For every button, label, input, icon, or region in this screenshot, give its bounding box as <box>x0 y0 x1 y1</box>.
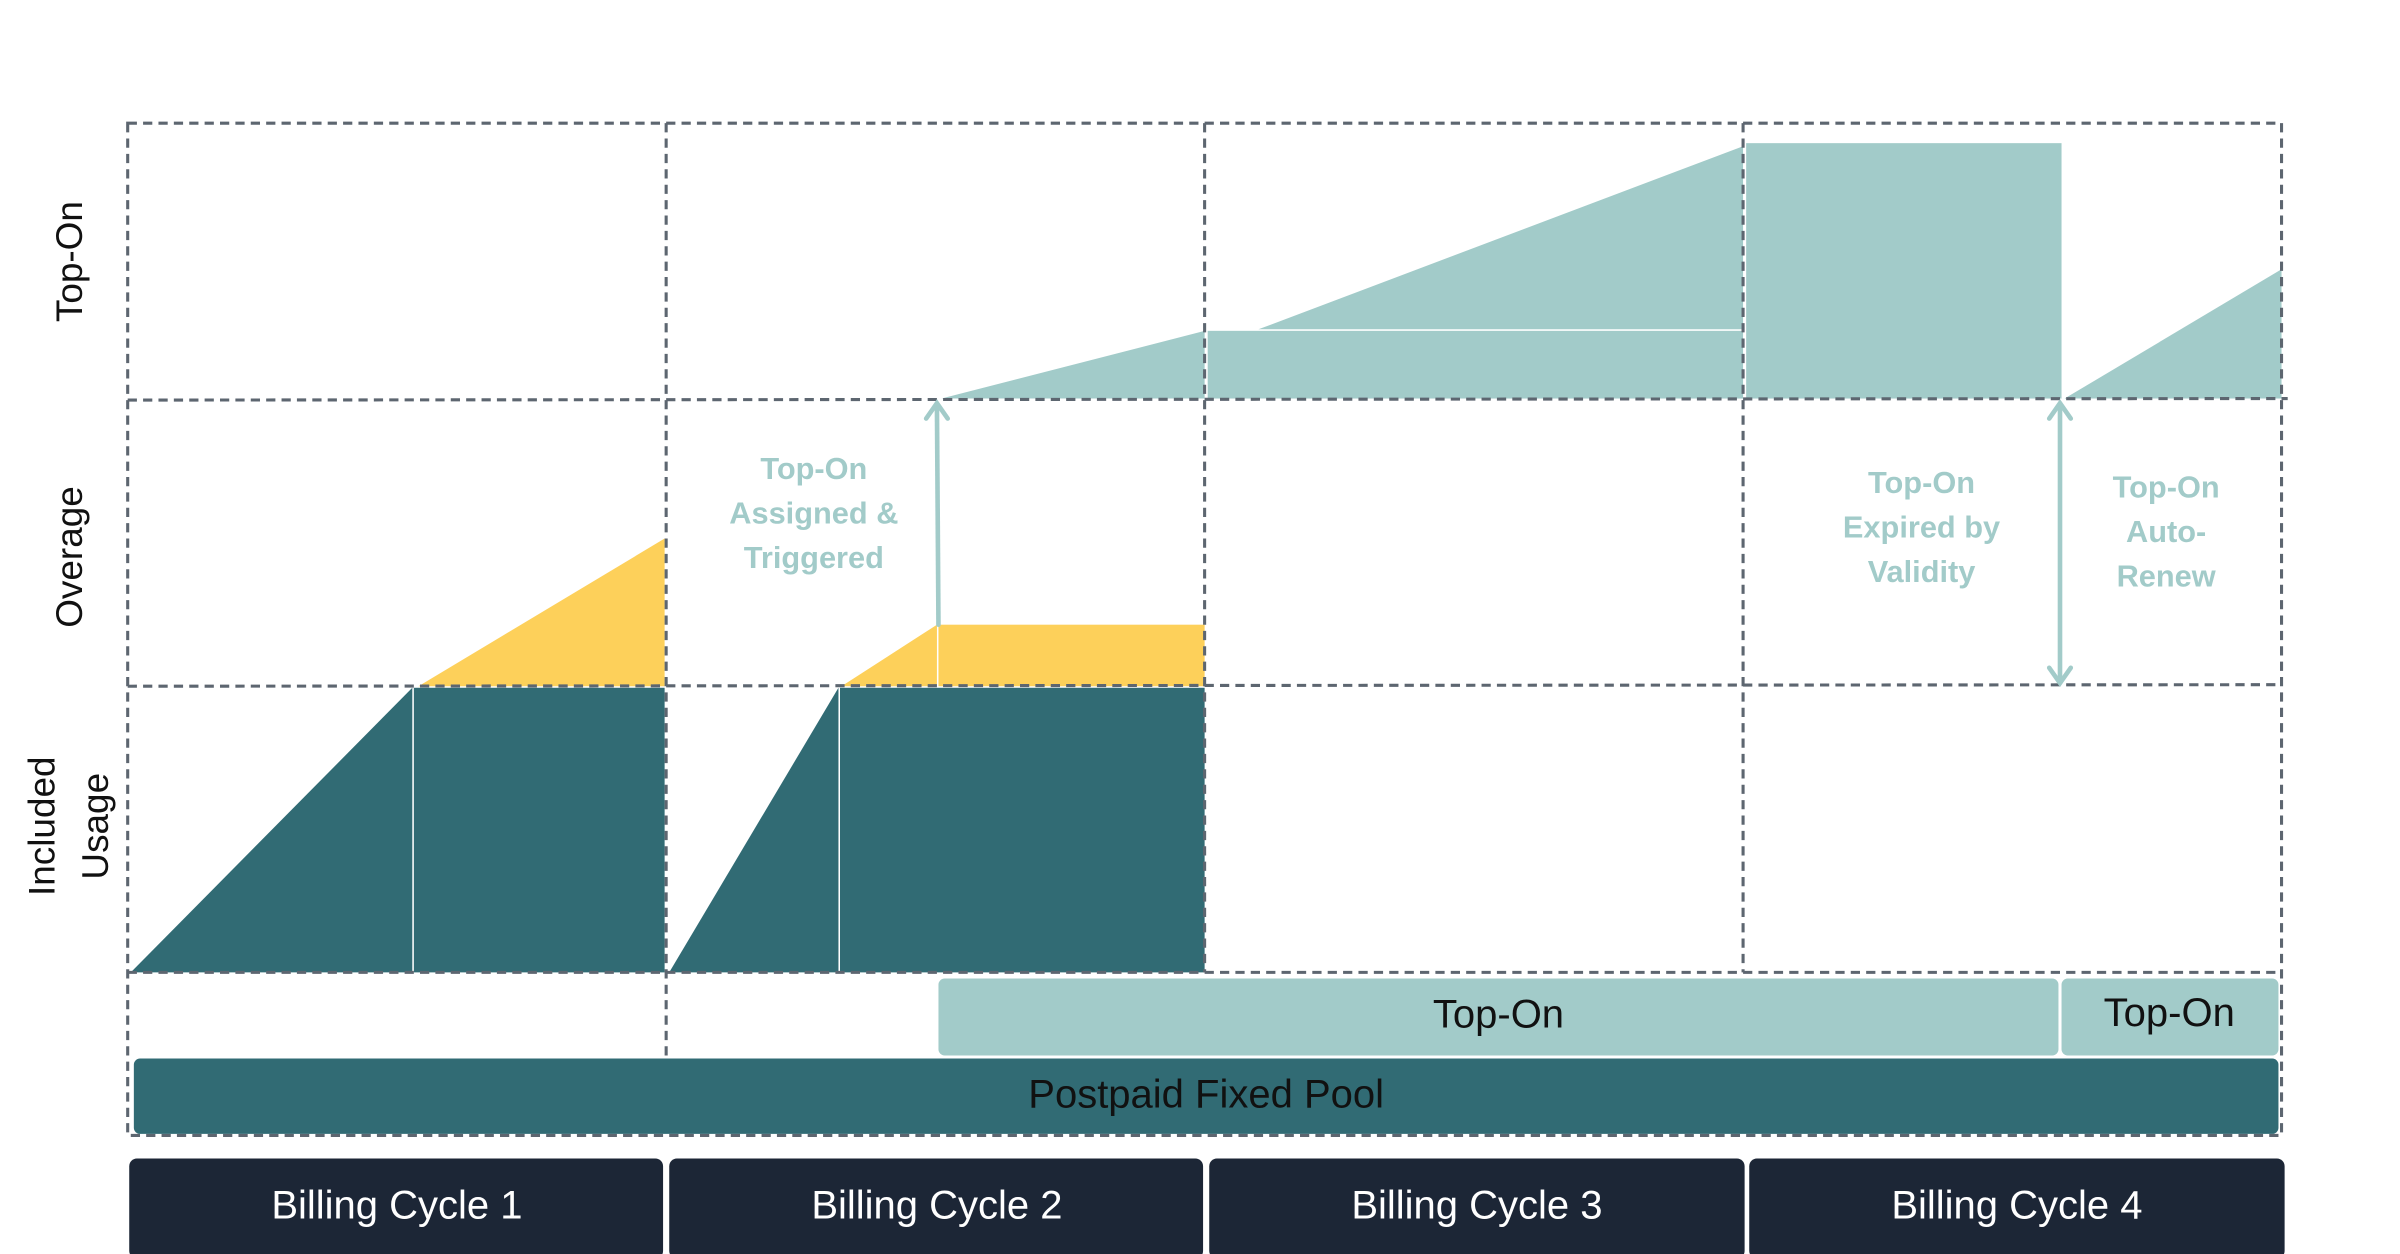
annotation-line: Assigned & <box>729 496 898 531</box>
annotation: Top-On Auto- Renew <box>2113 469 2220 593</box>
annotation-line: Auto- <box>2126 514 2206 549</box>
annotation-line: Triggered <box>744 540 884 575</box>
row-label: Included <box>21 756 62 896</box>
top-on-bar <box>2061 978 2279 1056</box>
top-on-bar <box>938 978 2059 1056</box>
billing-cycle <box>669 1158 1204 1254</box>
annotation-line: Top-On <box>1868 465 1975 500</box>
annotation: Top-On Assigned & Triggered <box>729 451 898 575</box>
annotation-line: Renew <box>2117 559 2216 594</box>
pool-bar <box>133 1058 2279 1134</box>
row-label: Usage <box>75 773 116 880</box>
billing-cycle <box>129 1158 664 1254</box>
billing-cycle-label: Billing Cycle 1 <box>271 1183 522 1227</box>
annotation-line: Expired by <box>1843 509 2000 544</box>
billing-cycle-label: Billing Cycle 4 <box>1891 1183 2142 1227</box>
row-label: Top-On <box>49 201 90 322</box>
grid <box>126 121 2288 1137</box>
row-label: Overage <box>49 486 90 628</box>
arrows <box>923 399 2074 688</box>
billing-cycle <box>1209 1158 1745 1254</box>
top-on-label: Top-On <box>2104 991 2235 1035</box>
overage-fill <box>418 538 1205 687</box>
top-on-label: Top-On <box>1433 993 1564 1037</box>
billing-cycle-label: Billing Cycle 2 <box>811 1183 1062 1227</box>
annotation: Top-On Expired by Validity <box>1843 465 2000 589</box>
included-usage-fill <box>130 687 1205 973</box>
billing-cycle <box>1749 1158 2285 1254</box>
top-on-fill <box>941 143 2282 399</box>
annotation-line: Validity <box>1868 554 1976 589</box>
billing-cycle-label: Billing Cycle 3 <box>1351 1183 1602 1227</box>
pool-label: Postpaid Fixed Pool <box>1028 1073 1384 1117</box>
annotation-line: Top-On <box>2113 469 2220 504</box>
annotation-line: Top-On <box>760 451 867 486</box>
